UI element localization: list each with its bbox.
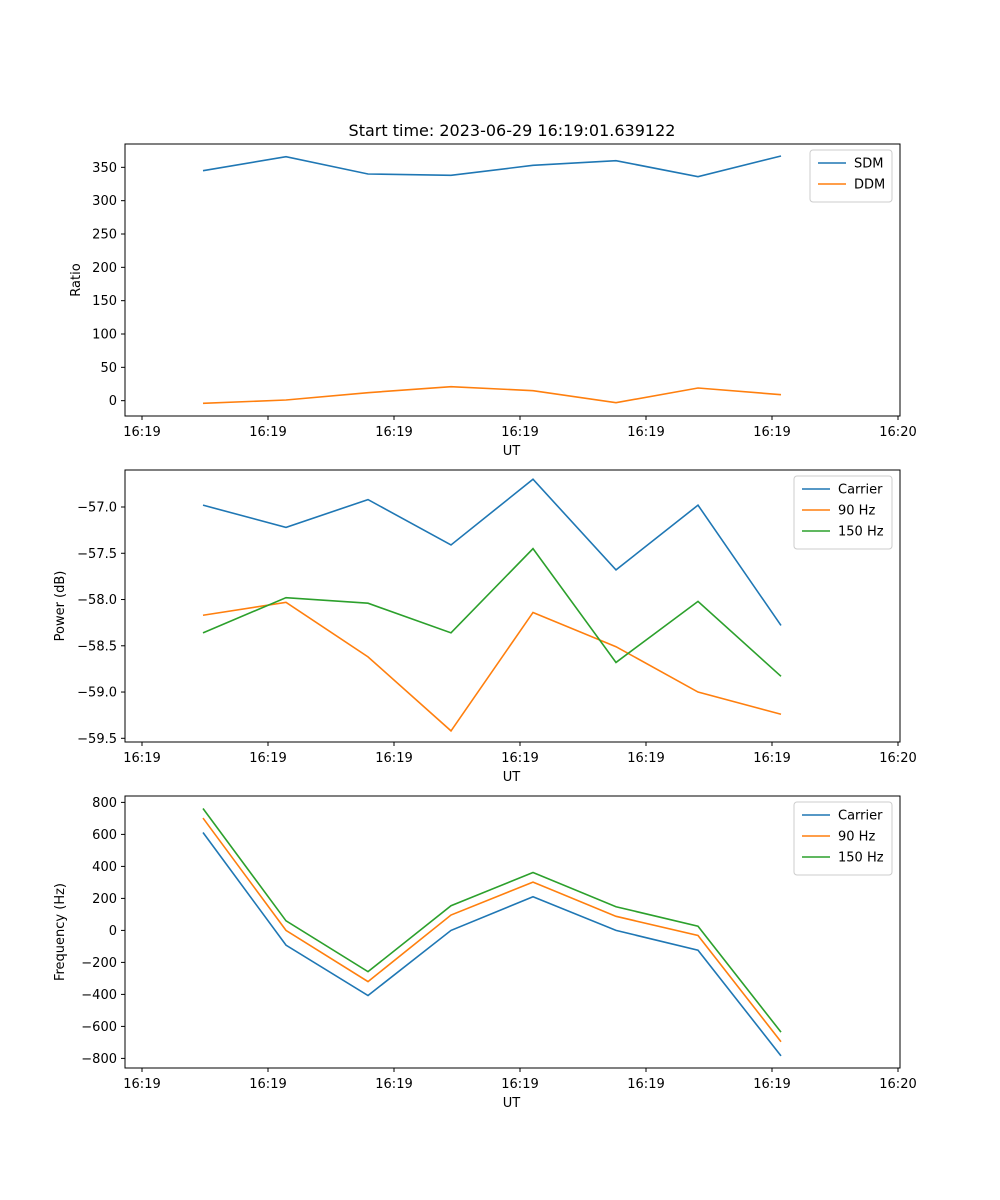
x-axis-label: UT (503, 770, 521, 785)
y-axis-label: Frequency (Hz) (53, 883, 68, 981)
y-tick-label: 200 (92, 261, 117, 276)
y-tick-label: 50 (100, 361, 117, 376)
x-tick-label: 16:19 (627, 1077, 664, 1092)
x-tick-label: 16:20 (879, 751, 916, 766)
x-axis-label: UT (503, 444, 521, 459)
series-line-90-hz (202, 817, 782, 1043)
y-tick-label: −57.5 (77, 547, 117, 562)
legend-label: 90 Hz (838, 830, 875, 845)
y-tick-label: −57.0 (77, 501, 117, 516)
y-tick-label: −58.5 (77, 639, 117, 654)
y-tick-label: −59.0 (77, 686, 117, 701)
x-tick-label: 16:19 (375, 1077, 412, 1092)
series-line-90-hz (202, 601, 782, 733)
x-tick-label: 16:19 (753, 425, 790, 440)
x-tick-label: 16:19 (375, 425, 412, 440)
legend-label: 150 Hz (838, 525, 884, 540)
y-tick-label: −59.5 (77, 732, 117, 747)
legend: Carrier 90 Hz 150 Hz (793, 801, 893, 876)
y-tick-label: 400 (92, 860, 117, 875)
x-tick-label: 16:19 (375, 751, 412, 766)
y-tick-label: −58.0 (77, 593, 117, 608)
x-tick-label: 16:19 (501, 1077, 538, 1092)
figure-title: Start time: 2023-06-29 16:19:01.639122 (349, 121, 676, 140)
x-tick-label: 16:20 (879, 425, 916, 440)
x-tick-label: 16:19 (249, 425, 286, 440)
y-tick-label: 150 (92, 294, 117, 309)
legend-label: SDM (854, 157, 883, 172)
series-line-ddm (202, 385, 782, 405)
y-tick-label: 200 (92, 892, 117, 907)
series-line-150-hz (202, 808, 782, 1033)
x-tick-label: 16:19 (501, 751, 538, 766)
subplot-3: 16:19 16:19 16:19 16:19 16:19 16:19 16:20 −800 −… (53, 795, 917, 1111)
x-tick-label: 16:19 (123, 751, 160, 766)
axes-frame (124, 795, 901, 1069)
legend-label: Carrier (838, 483, 883, 498)
series-line-150-hz (202, 547, 782, 677)
x-tick-label: 16:19 (627, 751, 664, 766)
x-tick-label: 16:19 (249, 1077, 286, 1092)
x-tick-label: 16:19 (123, 1077, 160, 1092)
y-tick-label: 350 (92, 161, 117, 176)
legend: Carrier 90 Hz 150 Hz (793, 475, 893, 550)
y-tick-label: 800 (92, 796, 117, 811)
y-tick-label: −600 (81, 1020, 117, 1035)
axes-frame (124, 469, 901, 743)
x-tick-label: 16:19 (501, 425, 538, 440)
y-tick-label: −200 (81, 956, 117, 971)
x-tick-label: 16:19 (753, 1077, 790, 1092)
y-tick-label: 300 (92, 194, 117, 209)
x-tick-label: 16:20 (879, 1077, 916, 1092)
y-tick-label: 250 (92, 228, 117, 243)
x-tick-label: 16:19 (753, 751, 790, 766)
legend-label: 150 Hz (838, 851, 884, 866)
legend-label: DDM (854, 178, 885, 193)
subplot-2: 16:19 16:19 16:19 16:19 16:19 16:19 16:20 −59.5… (53, 469, 917, 785)
axes-frame (124, 143, 901, 417)
subplots: 16:19 16:19 16:19 16:19 16:19 16:19 16:20 0 50 10… (53, 143, 917, 1111)
x-tick-label: 16:19 (123, 425, 160, 440)
legend-label: Carrier (838, 809, 883, 824)
legend: SDM DDM (809, 149, 893, 203)
y-axis-label: Ratio (69, 263, 84, 296)
series-line-carrier (202, 478, 782, 626)
y-tick-label: 0 (109, 924, 117, 939)
x-axis-label: UT (503, 1096, 521, 1111)
legend-label: 90 Hz (838, 504, 875, 519)
x-tick-label: 16:19 (249, 751, 286, 766)
series-line-sdm (202, 155, 782, 178)
y-tick-label: 600 (92, 828, 117, 843)
subplot-1: 16:19 16:19 16:19 16:19 16:19 16:19 16:20 0 50 10… (69, 143, 917, 459)
series-line-carrier (202, 832, 782, 1057)
y-axis-label: Power (dB) (53, 571, 68, 642)
x-tick-label: 16:19 (627, 425, 664, 440)
y-tick-label: 0 (109, 394, 117, 409)
y-tick-label: −400 (81, 988, 117, 1003)
y-tick-label: 100 (92, 328, 117, 343)
y-tick-label: −800 (81, 1052, 117, 1067)
